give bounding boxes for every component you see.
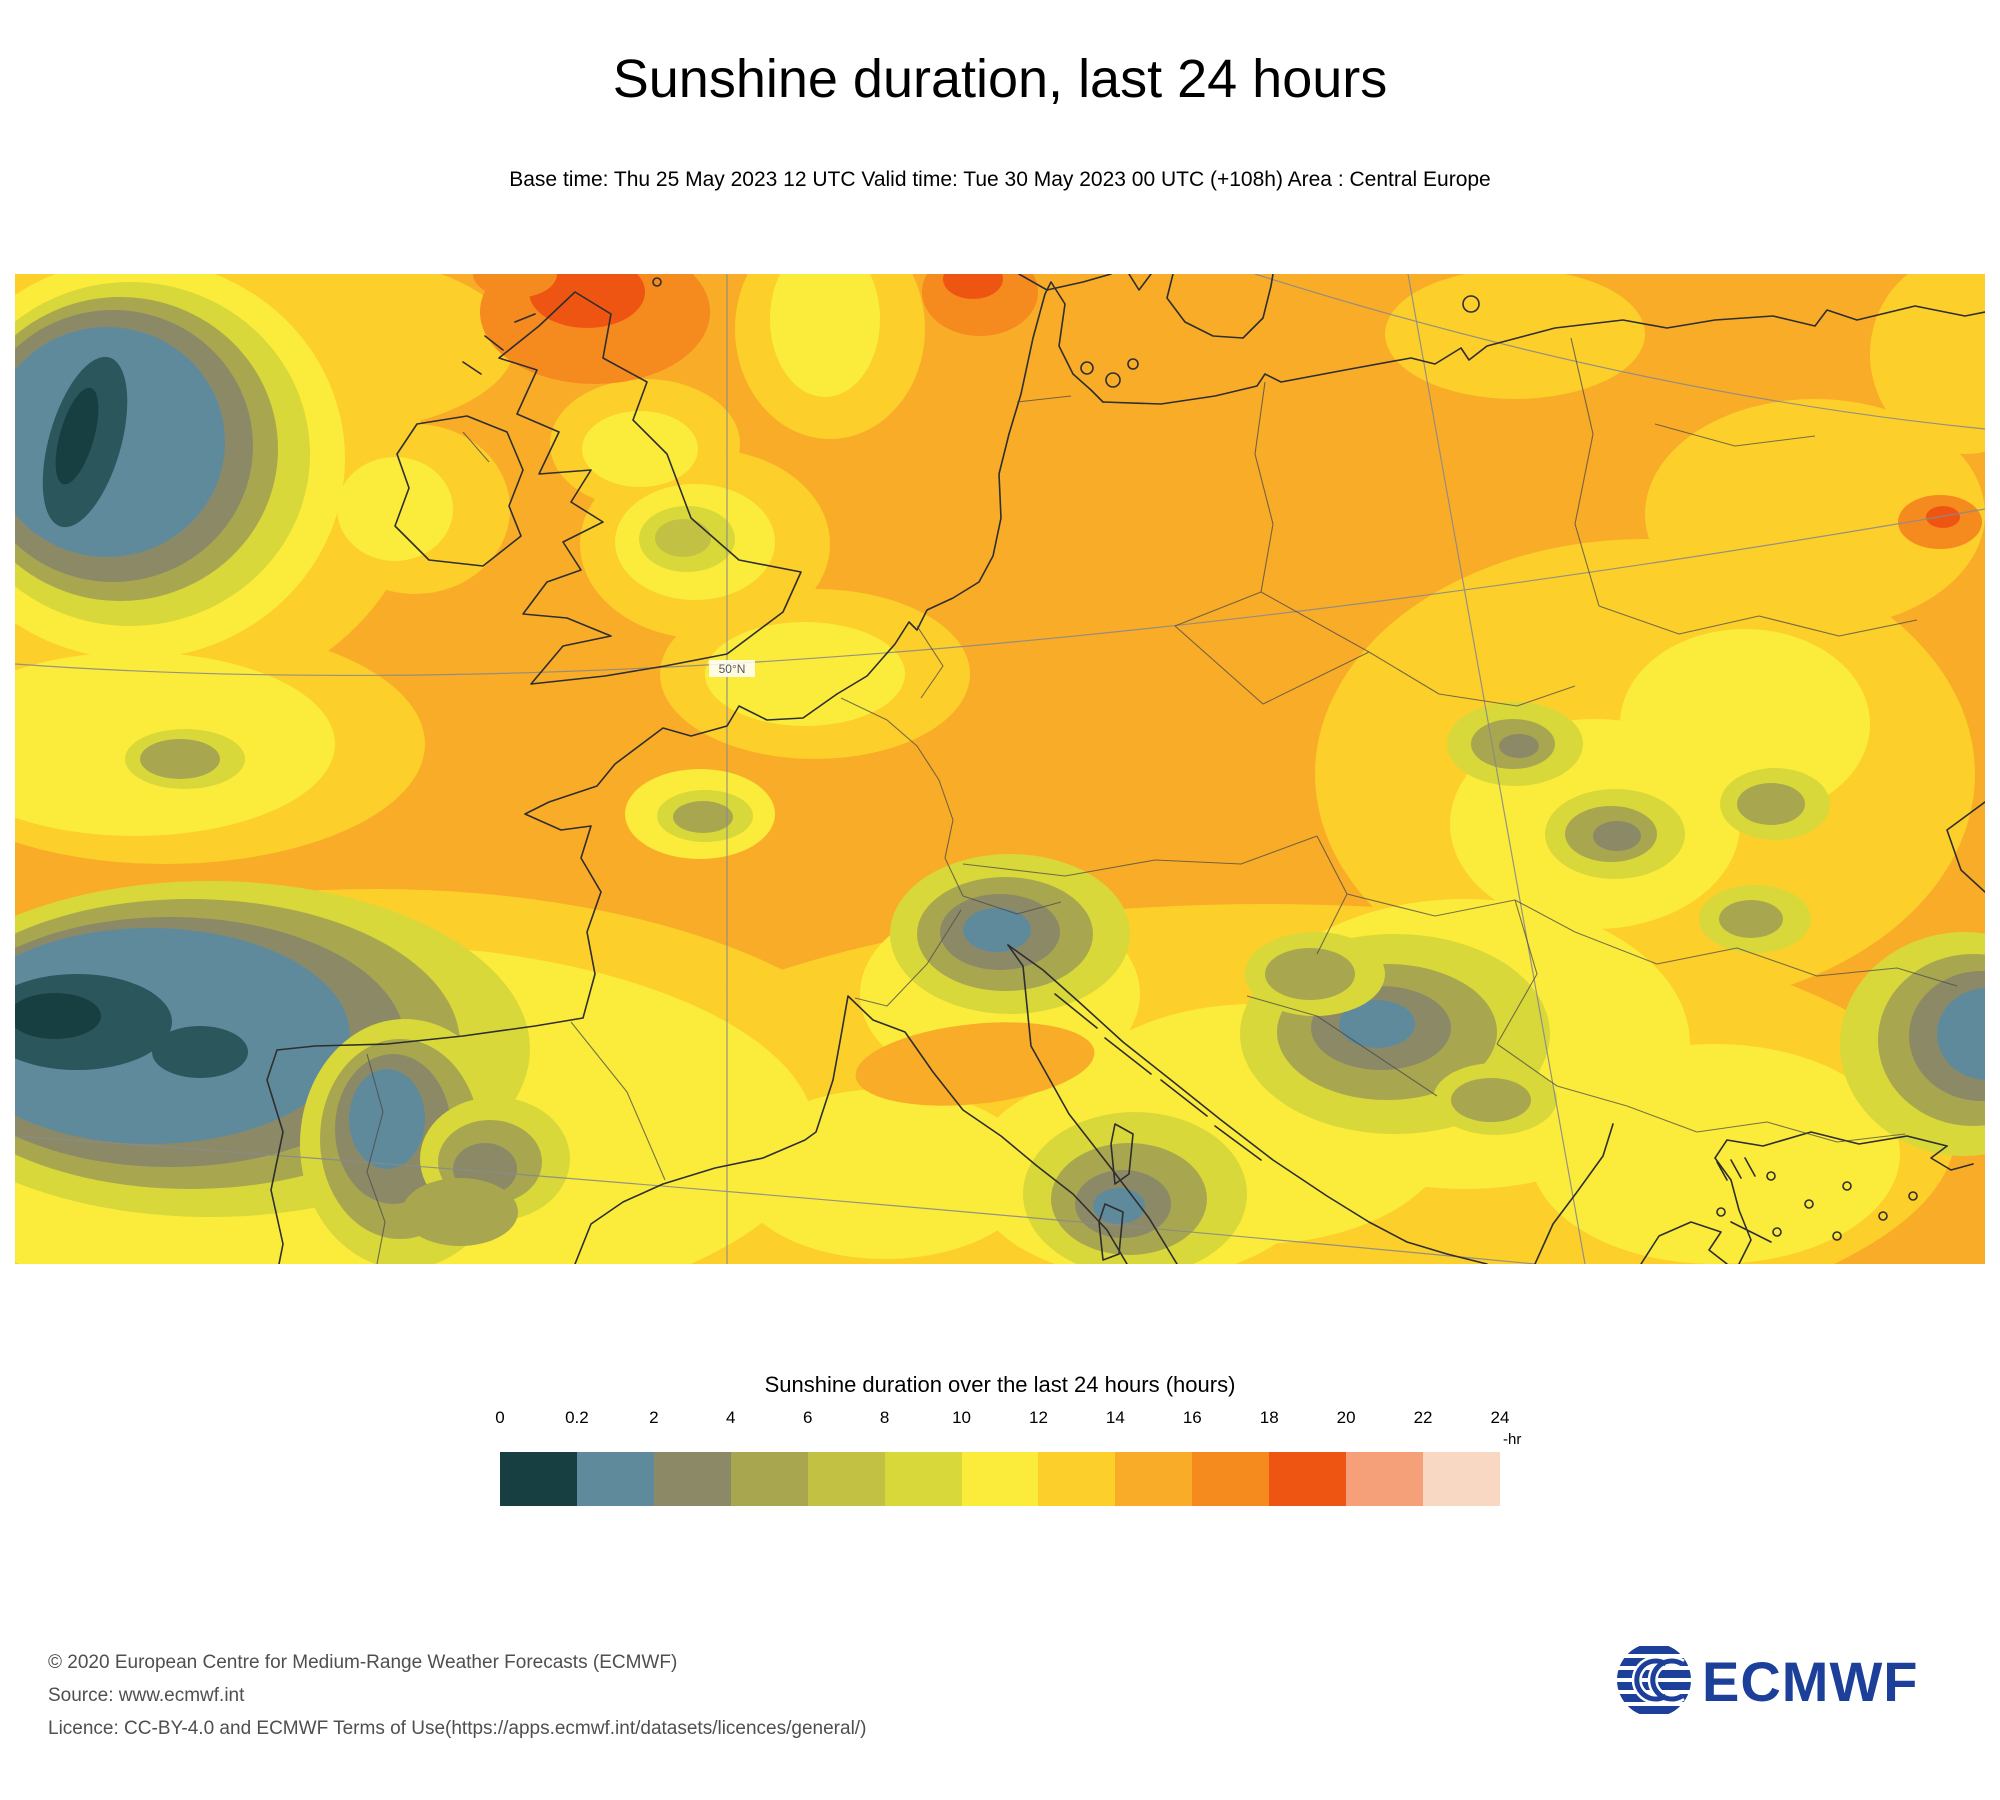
colorbar-tick: 20 [1336,1408,1356,1427]
colorbar-cell [961,1452,1039,1506]
colorbar-cell [884,1452,962,1506]
colorbar [500,1452,1500,1506]
colorbar-cell [1115,1452,1193,1506]
colorbar-cell [1038,1452,1116,1506]
page-title: Sunshine duration, last 24 hours [612,49,1388,109]
forecast-subtitle: Base time: Thu 25 May 2023 12 UTC Valid … [509,168,1491,191]
latitude-label: 50°N [719,662,746,676]
ecmwf-logo-text: ECMWF [1702,1650,1919,1713]
colorbar-title: Sunshine duration over the last 24 hours… [764,1372,1236,1397]
colorbar-unit-label: -hr [1503,1431,1522,1448]
graticule-label-group: 50°N [709,660,755,677]
colorbar-tick: 4 [726,1408,736,1427]
colorbar-tick: 24 [1490,1408,1510,1427]
colorbar-cell [1423,1452,1500,1506]
colorbar-tick: 18 [1259,1408,1279,1427]
colorbar-cell [730,1452,808,1506]
footer: © 2020 European Centre for Medium-Range … [48,1646,866,1745]
colorbar-cell [807,1452,885,1506]
ecmwf-logo: ECMWF [1617,1646,1919,1714]
colorbar-tick: 16 [1182,1408,1202,1427]
colorbar-tick: 10 [952,1408,971,1427]
colorbar-cell [500,1452,577,1506]
footer-licence: Licence: CC-BY-4.0 and ECMWF Terms of Us… [48,1718,867,1739]
colorbar-ticks: 0 0.2 2 4 6 8 10 12 14 16 18 20 22 24 [495,1408,1509,1430]
colorbar-tick: 12 [1028,1408,1048,1427]
colorbar-cell [1192,1452,1270,1506]
colorbar-tick: 22 [1413,1408,1433,1427]
colorbar-tick: 14 [1105,1408,1125,1427]
map-svg: 50°N [15,274,1985,1264]
colorbar-cell [1346,1452,1424,1506]
footer-copyright: © 2020 European Centre for Medium-Range … [48,1652,678,1673]
sunshine-field [15,274,1985,1264]
country-borders [366,337,1958,1264]
colorbar-tick: 2 [649,1408,659,1427]
ecmwf-globe-icon [1617,1646,1691,1714]
coastlines [266,274,1985,1264]
colorbar-tick: 6 [802,1408,813,1427]
colorbar-tick: 0 [495,1408,505,1427]
colorbar-tick: 8 [879,1408,890,1427]
footer-source: Source: www.ecmwf.int [48,1685,245,1706]
europe-sunshine-map: 50°N [15,274,1985,1264]
colorbar-tick: 0.2 [565,1408,589,1427]
colorbar-cell [653,1452,731,1506]
colorbar-cell [576,1452,654,1506]
colorbar-cell [1269,1452,1347,1506]
